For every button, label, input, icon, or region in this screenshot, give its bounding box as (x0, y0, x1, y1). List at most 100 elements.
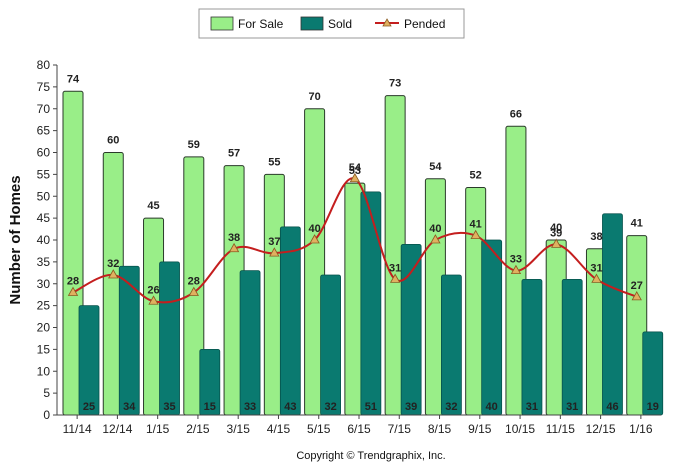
pended-marker (188, 286, 199, 296)
sold-bar (481, 239, 503, 416)
for-sale-value-label: 73 (389, 78, 401, 90)
for-sale-value-label: 70 (308, 91, 320, 103)
for-sale-value-label: 38 (590, 231, 602, 243)
pended-value-label: 27 (631, 280, 643, 292)
pended-marker (389, 273, 401, 283)
pended-marker (108, 269, 119, 279)
for-sale-value-label: 40 (550, 222, 562, 234)
x-tick-label: 5/15 (307, 422, 331, 436)
legend-marker-pended (382, 18, 392, 27)
y-tick-label: 80 (37, 58, 51, 72)
y-tick-label: 45 (37, 211, 51, 225)
pended-value-label: 40 (429, 223, 441, 235)
legend-box (198, 8, 465, 39)
sold-bar (159, 261, 180, 416)
pended-value-label: 28 (67, 276, 79, 288)
y-tick-label: 50 (37, 189, 51, 203)
legend-swatch-sold (300, 16, 324, 31)
sold-bar (360, 191, 382, 416)
for-sale-value-label: 60 (107, 135, 119, 147)
for-sale-value-label: 41 (631, 218, 643, 230)
x-tick-label: 6/15 (347, 422, 371, 436)
sold-bar (521, 278, 543, 416)
sold-value-label: 39 (405, 401, 417, 413)
sold-bar (602, 213, 623, 416)
x-tick-label: 12/15 (586, 422, 616, 436)
x-tick-label: 1/15 (146, 422, 170, 436)
for-sale-bars (62, 90, 648, 416)
pended-marker (269, 247, 280, 257)
pended-value-label: 39 (550, 227, 562, 239)
x-tick-label: 1/16 (629, 422, 653, 436)
pended-value-label: 37 (268, 236, 280, 248)
pended-value-label: 32 (107, 258, 119, 270)
pended-value-label: 26 (147, 284, 159, 296)
x-tick-label: 11/15 (546, 422, 575, 436)
legend-label-pended: Pended (404, 17, 445, 31)
pended-marker (228, 242, 240, 253)
y-tick-label: 70 (37, 102, 51, 116)
for-sale-value-label: 66 (510, 108, 522, 120)
sold-value-label: 33 (244, 401, 256, 413)
y-tick-label: 20 (37, 321, 51, 335)
legend: For Sale Sold Pended (198, 8, 465, 39)
pended-value-label: 54 (349, 162, 362, 174)
y-tick-label: 65 (37, 124, 51, 138)
sold-value-label: 15 (204, 401, 216, 413)
y-axis: 0 5 10 15 20 25 30 35 40 45 50 55 60 65 70 75 80 (37, 58, 58, 422)
sold-value-label: 51 (365, 401, 377, 413)
sold-value-label: 32 (445, 401, 457, 413)
sold-value-label: 31 (566, 401, 578, 413)
sold-bars (78, 191, 664, 416)
for-sale-value-label: 55 (268, 156, 280, 168)
x-tick-label: 3/15 (227, 422, 251, 436)
x-tick-label: 8/15 (428, 422, 452, 436)
pended-marker (510, 264, 522, 275)
data-labels: 74 25 60 34 45 35 59 15 57 33 55 43 70 32 53 51 73 39 54 32… (67, 73, 659, 413)
pended-marker (349, 172, 361, 183)
legend-label-sold: Sold (328, 17, 352, 31)
pended-marker (591, 273, 602, 283)
sold-bar (239, 270, 261, 416)
for-sale-value-label: 57 (228, 148, 240, 160)
x-tick-label: 9/15 (468, 422, 492, 436)
y-tick-label: 60 (37, 146, 51, 160)
pended-value-label: 28 (188, 276, 200, 288)
y-tick-label: 0 (43, 408, 50, 422)
sold-value-label: 40 (486, 401, 498, 413)
pended-marker (551, 238, 562, 248)
pended-value-label: 38 (228, 232, 240, 244)
pended-marker (67, 286, 79, 296)
y-tick-label: 10 (37, 364, 51, 378)
sold-value-label: 25 (83, 401, 95, 413)
y-tick-label: 25 (37, 299, 51, 313)
y-tick-label: 5 (43, 386, 50, 400)
for-sale-value-label: 54 (429, 161, 442, 173)
sold-value-label: 32 (324, 401, 336, 413)
for-sale-value-label: 74 (67, 73, 80, 85)
pended-marker (148, 295, 159, 305)
x-tick-label: 2/15 (186, 422, 210, 436)
x-tick-label: 11/14 (63, 422, 92, 436)
sold-bar (561, 278, 583, 416)
pended-marker (631, 291, 642, 301)
y-axis-title: Number of Homes (7, 175, 24, 304)
x-axis: 11/14 12/14 1/15 2/15 3/15 4/15 5/15 6/15 7/15 8/… (57, 414, 661, 436)
copyright-footer: Copyright © Trendgraphix, Inc. (296, 450, 445, 462)
sold-value-label: 31 (526, 401, 538, 413)
pended-marker (430, 234, 441, 244)
y-tick-label: 55 (37, 167, 51, 181)
legend-swatch-for-sale (210, 16, 234, 31)
x-tick-label: 4/15 (267, 422, 291, 436)
for-sale-value-label: 53 (349, 165, 361, 177)
sold-value-label: 35 (163, 401, 175, 413)
pended-marker (470, 229, 481, 240)
sold-value-label: 46 (606, 401, 618, 413)
sold-bar (118, 265, 140, 416)
for-sale-value-label: 59 (188, 139, 200, 151)
legend-label-for-sale: For Sale (238, 17, 284, 31)
for-sale-value-label: 45 (147, 200, 159, 212)
pended-marker (309, 234, 320, 244)
pended-value-label: 33 (510, 254, 522, 266)
